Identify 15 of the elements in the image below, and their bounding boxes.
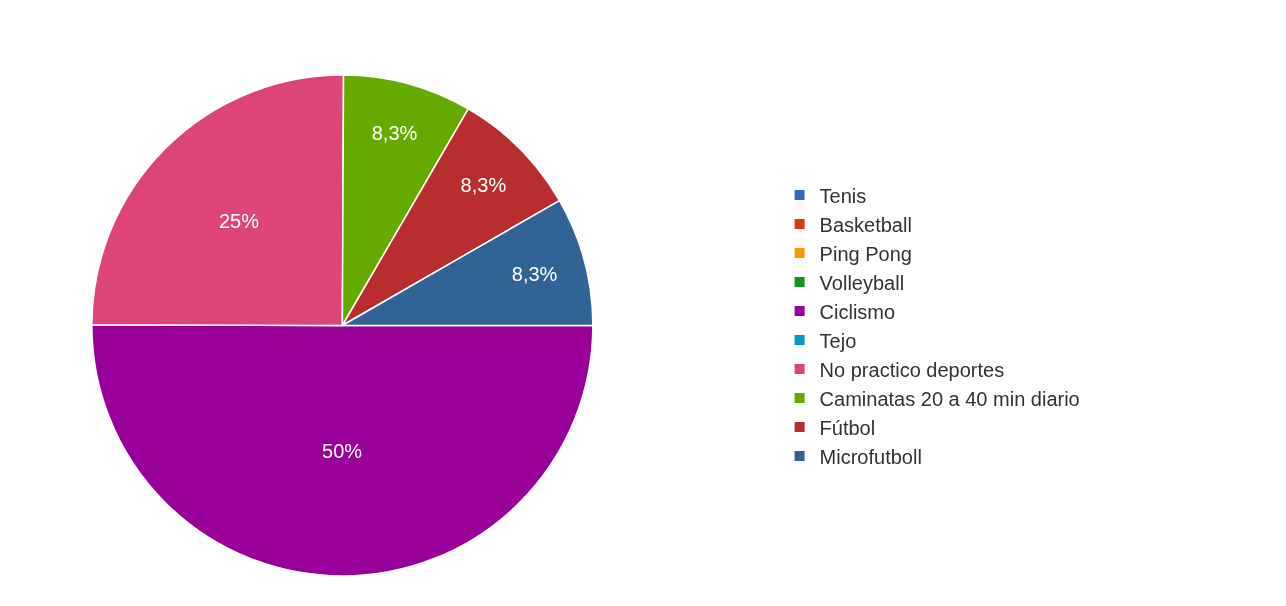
legend-label: Tejo [819, 329, 857, 352]
legend-label: Ping Pong [819, 242, 912, 265]
legend-label: Basketball [819, 213, 912, 236]
data-label: 50% [322, 439, 363, 462]
data-label: 8,3% [460, 174, 507, 197]
data-label: 8,3% [371, 122, 418, 145]
legend-label: No practico deportes [819, 358, 1005, 381]
legend-label: Ciclismo [819, 300, 896, 323]
legend-label: Microfutboll [819, 445, 922, 468]
data-label: 8,3% [511, 263, 558, 286]
legend-label: Volleyball [819, 271, 905, 294]
data-label: 25% [218, 210, 260, 233]
legend-label: Caminatas 20 a 40 min diario [819, 387, 1080, 410]
legend-label: Tenis [819, 184, 867, 207]
legend-label: Fútbol [819, 416, 876, 439]
